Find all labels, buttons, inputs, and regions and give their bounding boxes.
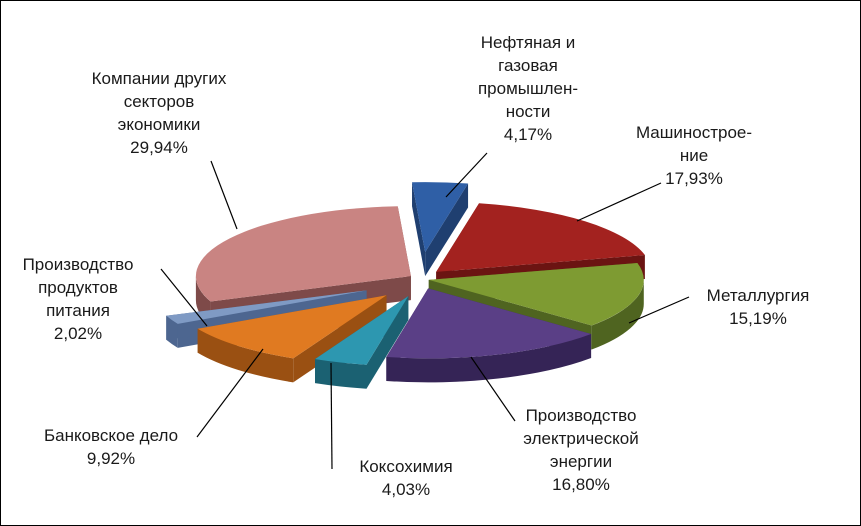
pie-slice-top-4: [315, 296, 409, 365]
pie-slice-wall-6: [166, 315, 178, 348]
pie-slice-top-7: [195, 206, 411, 302]
pie-slice-top-1: [436, 203, 645, 272]
label-oil-gas: Нефтяная и газовая промышлен- ности 4,17…: [477, 33, 579, 144]
pie-slice-3: [386, 288, 592, 383]
pie-slice-side-0: [412, 182, 426, 277]
leader-line-6: [160, 268, 208, 327]
pie-slice-wall-3: [386, 334, 592, 383]
pie-slice-0: [412, 182, 469, 277]
label-food-production: Производство продуктов питания 2,02%: [22, 255, 134, 343]
label-other-sectors: Компании других секторов экономики 29,94…: [91, 69, 227, 157]
pie-slice-side-0: [425, 183, 469, 277]
label-metallurgy: Металлургия 15,19%: [706, 286, 810, 328]
leader-line-4: [330, 362, 333, 470]
pie-slice-top-3: [386, 288, 592, 359]
leader-line-5: [196, 348, 264, 438]
pie-slice-wall-5: [197, 328, 294, 383]
leader-line-1: [576, 182, 662, 222]
leader-line-0: [445, 152, 488, 198]
leader-line-3: [470, 356, 516, 422]
pie-slice-wall-2: [591, 279, 644, 350]
pie-slice-top-2: [428, 262, 644, 326]
label-banking: Банковское дело 9,92%: [43, 426, 179, 468]
pie-slice-top-5: [197, 295, 387, 359]
label-coke-chemistry: Коксохимия 4,03%: [359, 457, 453, 499]
leader-line-7: [210, 160, 238, 230]
pie-slice-4: [315, 296, 409, 389]
pie-slice-top-6: [166, 290, 367, 324]
leader-line-2: [628, 296, 690, 324]
pie-slice-top-0: [412, 182, 469, 253]
pie-slice-wall-4: [315, 359, 367, 389]
label-machine-building: Машинострое- ние 17,93%: [635, 123, 753, 188]
label-power-generation: Производство электрической энергии 16,80…: [523, 406, 639, 494]
